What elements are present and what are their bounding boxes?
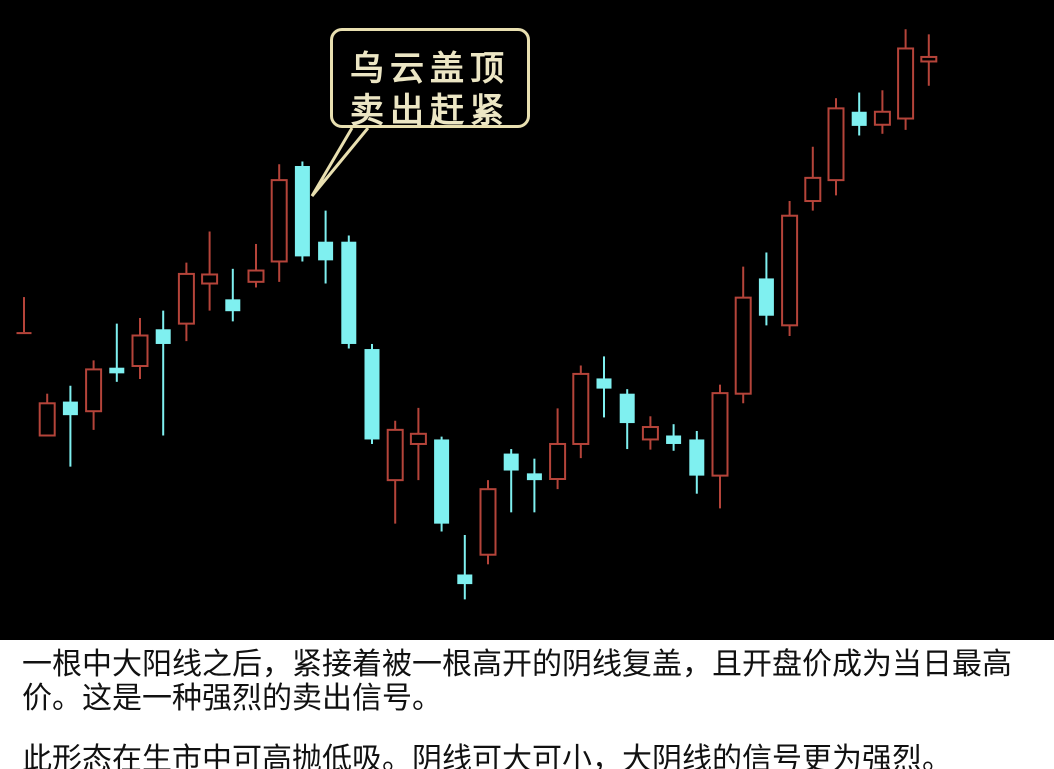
candle-18 <box>409 407 427 481</box>
candle-body <box>920 55 938 63</box>
candle-body <box>758 278 774 316</box>
candle-body <box>38 402 56 437</box>
candle-30 <box>689 430 705 494</box>
candle-body <box>827 107 845 182</box>
candle-body <box>711 392 729 477</box>
candle-12 <box>270 164 288 282</box>
callout-pointer <box>310 127 370 197</box>
candle-body <box>225 299 241 312</box>
candle-body <box>596 378 612 389</box>
candle-body <box>386 428 404 482</box>
candle-6 <box>131 317 149 379</box>
callout-text-line-2: 卖出赶紧 <box>350 91 510 131</box>
candle-body <box>897 47 915 120</box>
candle-body <box>177 272 195 325</box>
callout-text-line-1: 乌云盖顶 <box>350 49 510 89</box>
candle-33 <box>758 252 774 326</box>
candle-body <box>62 401 78 416</box>
candlestick-chart <box>16 29 938 600</box>
candle-body <box>526 473 542 481</box>
candle-body <box>873 110 891 126</box>
annotation-callout: 乌云盖顶 卖出赶紧 <box>330 28 530 131</box>
candle-24 <box>549 408 567 490</box>
candle-body <box>247 269 265 283</box>
candle-36 <box>827 98 845 196</box>
candle-body <box>641 426 659 441</box>
candle-body <box>409 432 427 445</box>
candle-34 <box>781 201 799 337</box>
caption-paragraph-2: 此形态在生市中可高抛低吸。阴线可大可小，大阴线的信号更为强烈。 <box>0 740 1054 769</box>
candle-4 <box>85 360 103 430</box>
candle-body <box>155 329 171 344</box>
caption-line-3: 此形态在生市中可高抛低吸。阴线可大可小，大阴线的信号更为强烈。 <box>22 742 952 769</box>
candle-body <box>434 439 450 524</box>
candle-1 <box>16 297 32 335</box>
candle-21 <box>479 480 497 565</box>
candle-20 <box>457 534 473 600</box>
candle-32 <box>734 266 752 404</box>
candle-body <box>270 179 288 263</box>
candle-15 <box>341 235 357 349</box>
candle-25 <box>572 365 590 459</box>
candle-7 <box>155 310 171 436</box>
candle-13 <box>294 161 310 262</box>
candle-19 <box>434 436 450 532</box>
candle-37 <box>851 92 867 136</box>
candle-2 <box>38 393 56 437</box>
candle-body <box>549 442 567 481</box>
candle-27 <box>619 389 635 450</box>
candle-3 <box>62 385 78 467</box>
candle-body <box>804 176 822 203</box>
candle-body <box>457 574 473 585</box>
candle-11 <box>247 243 265 288</box>
candle-body <box>572 372 590 445</box>
candle-body <box>364 349 380 440</box>
candle-body <box>503 453 519 471</box>
candle-body <box>689 439 705 476</box>
candle-31 <box>711 384 729 509</box>
candle-body <box>479 488 497 556</box>
candle-10 <box>225 268 241 322</box>
candle-14 <box>318 210 334 284</box>
candle-39 <box>897 29 915 130</box>
candle-17 <box>386 420 404 524</box>
candle-26 <box>596 356 612 418</box>
candle-body <box>781 214 799 327</box>
caption-line-2: 价。这是一种强烈的卖出信号。 <box>22 681 442 716</box>
candle-5 <box>109 323 125 382</box>
candle-28 <box>641 416 659 450</box>
candle-40 <box>920 34 938 86</box>
candle-body <box>734 296 752 395</box>
candle-body <box>16 332 32 335</box>
candle-38 <box>873 90 891 134</box>
caption-paragraph-1: 一根中大阳线之后，紧接着被一根高开的阴线复盖，且开盘价成为当日最高 价。这是一种… <box>0 640 1054 740</box>
candle-29 <box>666 424 682 451</box>
candle-8 <box>177 262 195 342</box>
candle-body <box>294 165 310 257</box>
candle-body <box>619 393 635 424</box>
candle-body <box>318 241 334 261</box>
candle-body <box>666 435 682 444</box>
candle-body <box>131 334 149 368</box>
candle-body <box>201 273 219 285</box>
candle-body <box>851 111 867 126</box>
candle-body <box>85 368 103 413</box>
candle-16 <box>364 343 380 444</box>
candle-body <box>341 241 357 344</box>
candle-9 <box>201 231 219 311</box>
candle-22 <box>503 449 519 513</box>
candle-35 <box>804 146 822 211</box>
candle-body <box>109 367 125 374</box>
candle-23 <box>526 458 542 513</box>
caption-line-1: 一根中大阳线之后，紧接着被一根高开的阴线复盖，且开盘价成为当日最高 <box>22 647 1012 682</box>
